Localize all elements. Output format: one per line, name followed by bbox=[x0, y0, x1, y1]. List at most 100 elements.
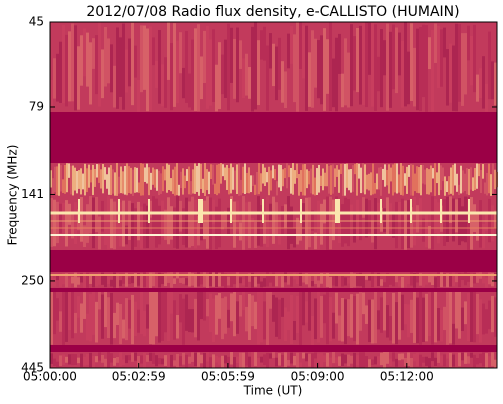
texture bbox=[59, 355, 62, 366]
texture bbox=[116, 273, 119, 288]
texture bbox=[170, 289, 173, 314]
texture bbox=[479, 68, 482, 99]
texture bbox=[377, 310, 380, 330]
texture bbox=[122, 171, 124, 194]
texture bbox=[323, 28, 326, 111]
texture bbox=[377, 272, 380, 286]
texture bbox=[494, 272, 497, 283]
texture bbox=[299, 288, 302, 345]
x-tick-label: 05:05:59 bbox=[201, 370, 255, 384]
texture bbox=[428, 358, 431, 368]
texture bbox=[143, 203, 146, 249]
texture bbox=[335, 274, 338, 287]
texture bbox=[76, 171, 78, 194]
texture bbox=[316, 168, 318, 195]
texture bbox=[83, 225, 86, 248]
x-tick-label: 05:02:59 bbox=[112, 370, 166, 384]
texture bbox=[212, 298, 215, 343]
texture bbox=[200, 163, 202, 189]
texture bbox=[113, 201, 116, 250]
texture bbox=[302, 274, 305, 283]
texture bbox=[467, 196, 470, 250]
texture bbox=[191, 352, 194, 362]
texture bbox=[376, 173, 378, 190]
texture bbox=[209, 272, 212, 287]
texture bbox=[65, 356, 68, 363]
texture bbox=[218, 42, 221, 110]
texture bbox=[404, 200, 407, 250]
texture bbox=[272, 165, 274, 179]
texture bbox=[341, 204, 344, 247]
texture bbox=[59, 203, 62, 234]
texture bbox=[84, 163, 86, 196]
x-tick-label: 05:12:00 bbox=[380, 370, 434, 384]
texture bbox=[232, 167, 234, 190]
texture bbox=[113, 312, 116, 339]
texture bbox=[344, 277, 347, 286]
texture bbox=[473, 288, 476, 343]
texture bbox=[92, 164, 94, 195]
texture bbox=[198, 199, 203, 223]
texture bbox=[266, 272, 269, 287]
texture bbox=[152, 196, 155, 235]
texture bbox=[299, 272, 302, 286]
texture bbox=[248, 356, 251, 367]
texture bbox=[404, 303, 407, 325]
texture bbox=[380, 199, 382, 223]
texture bbox=[170, 178, 172, 192]
texture bbox=[203, 352, 206, 368]
texture bbox=[392, 352, 395, 362]
texture bbox=[110, 279, 113, 287]
texture bbox=[326, 39, 329, 94]
texture bbox=[221, 54, 224, 95]
texture bbox=[173, 278, 176, 284]
texture bbox=[278, 273, 281, 288]
texture bbox=[317, 288, 320, 343]
texture bbox=[150, 172, 152, 190]
texture bbox=[416, 166, 418, 193]
texture bbox=[401, 198, 404, 250]
texture bbox=[146, 355, 149, 362]
texture bbox=[332, 199, 335, 241]
texture bbox=[257, 357, 260, 368]
texture bbox=[434, 288, 437, 343]
texture bbox=[275, 274, 278, 287]
texture bbox=[467, 293, 470, 342]
texture bbox=[455, 288, 458, 329]
texture bbox=[413, 353, 416, 362]
texture bbox=[356, 163, 358, 196]
texture bbox=[364, 164, 366, 195]
texture bbox=[384, 164, 386, 187]
texture bbox=[407, 304, 410, 338]
texture bbox=[308, 274, 311, 288]
texture bbox=[359, 288, 362, 331]
texture bbox=[276, 181, 278, 196]
texture bbox=[386, 272, 389, 288]
texture bbox=[290, 294, 293, 345]
texture bbox=[338, 211, 341, 243]
texture bbox=[68, 31, 71, 102]
texture bbox=[434, 277, 437, 288]
texture bbox=[458, 24, 461, 102]
texture bbox=[275, 357, 278, 367]
texture bbox=[101, 200, 104, 232]
texture bbox=[270, 170, 272, 191]
texture bbox=[56, 201, 59, 244]
texture bbox=[182, 298, 185, 345]
texture bbox=[191, 272, 194, 286]
texture bbox=[326, 164, 328, 187]
texture bbox=[458, 184, 460, 196]
texture bbox=[353, 296, 356, 342]
texture bbox=[104, 167, 106, 180]
texture bbox=[71, 276, 74, 284]
texture bbox=[347, 277, 350, 284]
texture bbox=[128, 38, 131, 87]
texture bbox=[203, 30, 206, 83]
texture bbox=[440, 165, 442, 191]
texture bbox=[341, 297, 344, 342]
texture bbox=[236, 27, 239, 103]
texture bbox=[194, 298, 197, 338]
texture bbox=[142, 163, 144, 196]
texture bbox=[263, 278, 266, 287]
texture bbox=[446, 181, 448, 193]
